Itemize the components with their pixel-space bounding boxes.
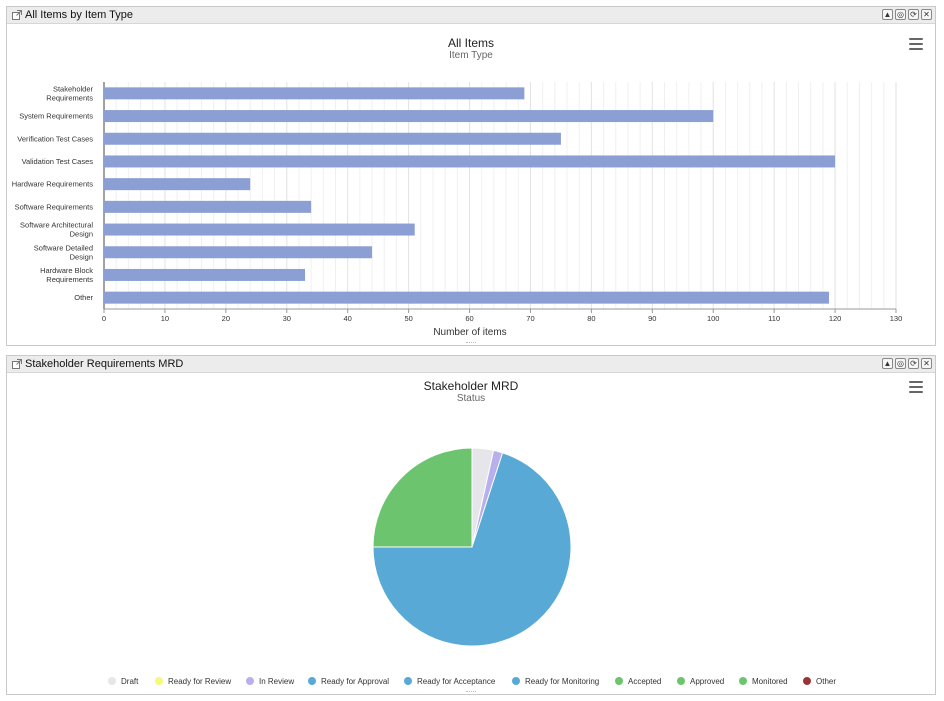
settings-button[interactable]: ◎ bbox=[895, 9, 906, 20]
category-label: Hardware Requirements bbox=[12, 180, 94, 189]
legend-item: In Review bbox=[259, 677, 294, 686]
x-tick-label: 100 bbox=[707, 314, 720, 323]
panel-title: Stakeholder Requirements MRD bbox=[25, 358, 184, 370]
bar-chart: Stakeholder Requirements System Requiremen… bbox=[12, 82, 903, 338]
resize-grip[interactable] bbox=[466, 691, 476, 694]
legend-marker bbox=[512, 677, 520, 685]
x-axis-label: Number of items bbox=[433, 327, 506, 338]
legend-marker bbox=[108, 677, 116, 685]
legend-marker bbox=[803, 677, 811, 685]
all-items-panel: All Items by Item Type ▲ ◎ ⟳ ✕ All Items… bbox=[6, 6, 936, 346]
x-tick-label: 40 bbox=[344, 314, 352, 323]
pie-slice bbox=[372, 452, 572, 647]
x-tick-label: 30 bbox=[283, 314, 291, 323]
x-tick-label: 130 bbox=[890, 314, 903, 323]
chart-title: All Items bbox=[447, 36, 494, 50]
panel-title: All Items by Item Type bbox=[25, 9, 134, 21]
category-label: Software Detailed Design bbox=[34, 243, 93, 261]
category-label: Software Architectural Design bbox=[20, 221, 93, 239]
refresh-button[interactable]: ⟳ bbox=[908, 9, 919, 20]
legend-marker bbox=[404, 677, 412, 685]
legend-marker bbox=[739, 677, 747, 685]
close-button[interactable]: ✕ bbox=[921, 358, 932, 369]
bar bbox=[104, 246, 373, 259]
chart-menu-button[interactable] bbox=[909, 381, 923, 393]
legend-item: Other bbox=[816, 677, 836, 686]
bar bbox=[104, 110, 714, 123]
popout-icon[interactable] bbox=[12, 359, 22, 369]
bar bbox=[104, 291, 829, 304]
category-label: Validation Test Cases bbox=[22, 157, 94, 166]
x-tick-label: 0 bbox=[102, 314, 106, 323]
bar bbox=[104, 178, 251, 191]
legend-marker bbox=[615, 677, 623, 685]
panel-header: All Items by Item Type ▲ ◎ ⟳ ✕ bbox=[7, 7, 935, 24]
legend-marker bbox=[246, 677, 254, 685]
close-button[interactable]: ✕ bbox=[921, 9, 932, 20]
collapse-button[interactable]: ▲ bbox=[882, 9, 893, 20]
legend-marker bbox=[677, 677, 685, 685]
legend-item: Approved bbox=[690, 677, 724, 686]
legend-marker bbox=[308, 677, 316, 685]
x-tick-label: 120 bbox=[829, 314, 842, 323]
category-label: Hardware Block Requirements bbox=[40, 266, 93, 284]
legend-item: Monitored bbox=[752, 677, 788, 686]
category-label: Verification Test Cases bbox=[17, 134, 93, 143]
bar bbox=[104, 155, 836, 168]
x-tick-label: 110 bbox=[768, 314, 780, 323]
resize-grip[interactable] bbox=[466, 342, 476, 345]
bar bbox=[104, 200, 312, 213]
legend-item: Accepted bbox=[628, 677, 661, 686]
stakeholder-mrd-panel: Stakeholder Requirements MRD ▲ ◎ ⟳ ✕ Sta… bbox=[6, 355, 936, 695]
panel-header: Stakeholder Requirements MRD ▲ ◎ ⟳ ✕ bbox=[7, 356, 935, 373]
legend-item: Ready for Monitoring bbox=[525, 677, 599, 686]
category-label: System Requirements bbox=[19, 112, 93, 121]
x-tick-label: 90 bbox=[648, 314, 656, 323]
settings-button[interactable]: ◎ bbox=[895, 358, 906, 369]
refresh-button[interactable]: ⟳ bbox=[908, 358, 919, 369]
x-tick-label: 60 bbox=[465, 314, 473, 323]
bar bbox=[104, 268, 306, 281]
popout-icon[interactable] bbox=[12, 10, 22, 20]
legend-item: Ready for Approval bbox=[321, 677, 389, 686]
legend-item: Ready for Acceptance bbox=[417, 677, 496, 686]
chart-menu-button[interactable] bbox=[909, 38, 923, 50]
legend-item: Ready for Review bbox=[168, 677, 231, 686]
category-label: Other bbox=[74, 293, 93, 302]
category-label: Software Requirements bbox=[15, 202, 94, 211]
legend-marker bbox=[155, 677, 163, 685]
x-tick-label: 70 bbox=[526, 314, 534, 323]
pie-chart: Draft Ready for Review In Review Ready for … bbox=[108, 447, 836, 686]
pie-slice bbox=[372, 447, 473, 548]
collapse-button[interactable]: ▲ bbox=[882, 358, 893, 369]
bar bbox=[104, 132, 561, 145]
chart-subtitle: Item Type bbox=[449, 50, 493, 61]
x-tick-label: 10 bbox=[161, 314, 169, 323]
x-tick-label: 50 bbox=[404, 314, 412, 323]
legend-item: Draft bbox=[121, 677, 139, 686]
chart-subtitle: Status bbox=[456, 393, 486, 404]
x-tick-label: 20 bbox=[222, 314, 230, 323]
bar bbox=[104, 223, 415, 236]
chart-title: Stakeholder MRD bbox=[423, 379, 519, 393]
category-label: Stakeholder Requirements bbox=[46, 84, 93, 102]
x-tick-label: 80 bbox=[587, 314, 595, 323]
bar bbox=[104, 87, 525, 100]
